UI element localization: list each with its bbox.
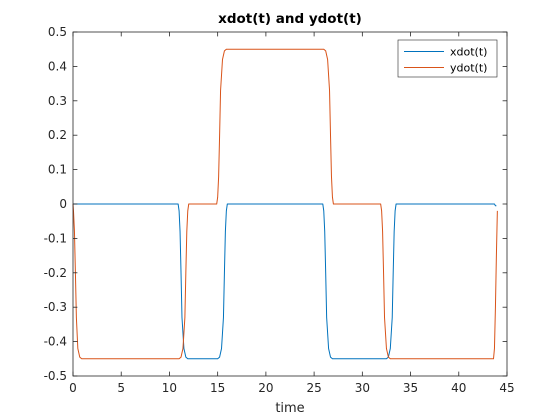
y-tick-label: -0.5 bbox=[44, 369, 67, 383]
legend-label-xdot: xdot(t) bbox=[450, 46, 487, 59]
y-tick-label: 0.4 bbox=[48, 59, 67, 73]
x-tick-label: 10 bbox=[162, 381, 177, 395]
y-tick-label: 0.1 bbox=[48, 163, 67, 177]
legend: xdot(t) ydot(t) bbox=[397, 39, 498, 78]
axes-layer bbox=[72, 31, 508, 377]
x-tick-label: 5 bbox=[117, 381, 125, 395]
y-tick-label: 0.5 bbox=[48, 25, 67, 39]
y-tick-label: -0.1 bbox=[44, 231, 67, 245]
x-tick-label: 15 bbox=[210, 381, 225, 395]
series-line-ydot bbox=[72, 48, 498, 360]
x-tick-labels: 0 5 10 15 20 25 30 35 40 45 bbox=[69, 381, 514, 395]
x-axis-label: time bbox=[275, 401, 304, 416]
x-tick-label: 25 bbox=[306, 381, 321, 395]
x-tick-label: 30 bbox=[355, 381, 370, 395]
y-tick-label: -0.4 bbox=[44, 335, 67, 349]
x-tick-label: 20 bbox=[258, 381, 273, 395]
x-tick-label: 45 bbox=[499, 381, 514, 395]
series-layer bbox=[72, 48, 498, 360]
y-tick-label: 0.2 bbox=[48, 128, 67, 142]
y-tick-label: -0.3 bbox=[44, 300, 67, 314]
legend-label-ydot: ydot(t) bbox=[450, 62, 487, 75]
y-tick-label: -0.2 bbox=[44, 266, 67, 280]
legend-box bbox=[397, 39, 498, 78]
x-tick-label: 0 bbox=[69, 381, 77, 395]
y-tick-labels: -0.5 -0.4 -0.3 -0.2 -0.1 0 0.1 0.2 0.3 0.4 0.5 bbox=[44, 25, 67, 383]
x-tick-label: 35 bbox=[403, 381, 418, 395]
x-tick-label: 40 bbox=[451, 381, 466, 395]
y-tick-label: 0 bbox=[59, 197, 67, 211]
y-tick-label: 0.3 bbox=[48, 94, 67, 108]
chart-title: xdot(t) and ydot(t) bbox=[218, 11, 362, 27]
